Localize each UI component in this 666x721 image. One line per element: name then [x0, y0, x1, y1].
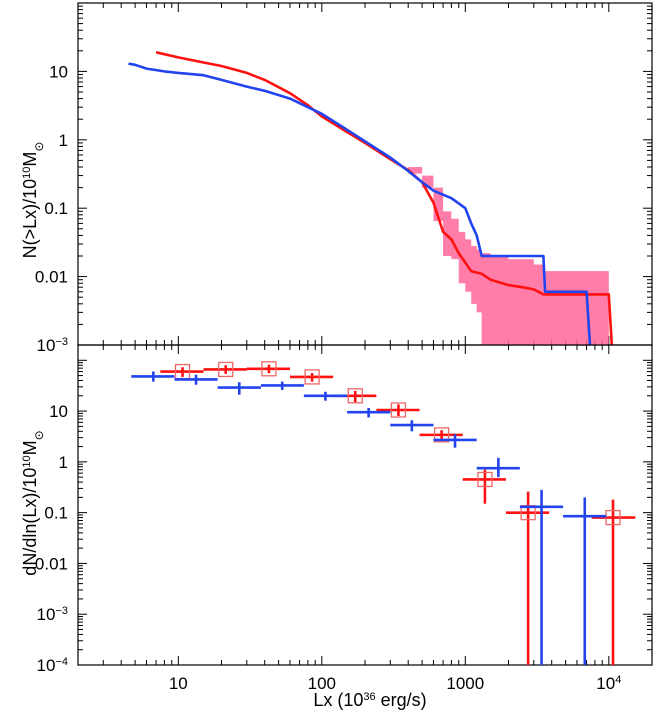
y-tick-label: 0.1 — [44, 199, 68, 218]
top-y-axis-title: N(>Lx)/1010M⊙ — [20, 142, 46, 259]
x-tick-label: 1000 — [446, 674, 484, 693]
data-point-marker — [347, 388, 363, 404]
x-tick-label: 10 — [169, 674, 188, 693]
series-blue — [131, 371, 607, 665]
y-tick-label: 10−3 — [37, 336, 68, 355]
y-tick-label: 10−4 — [37, 656, 68, 675]
data-point-marker — [477, 471, 493, 488]
x-tick-label: 104 — [596, 674, 621, 693]
y-tick-label: 1 — [59, 453, 68, 472]
data-point-marker — [605, 509, 621, 526]
x-tick-label: 100 — [308, 674, 336, 693]
y-tick-label: 0.1 — [44, 504, 68, 523]
plot-frame — [77, 344, 653, 666]
series-line-blue — [128, 62, 592, 346]
series-red — [160, 361, 636, 665]
data-point-marker — [261, 361, 277, 377]
y-tick-label: 1 — [59, 131, 68, 150]
data-point-marker — [304, 369, 320, 385]
data-point-marker — [390, 402, 407, 418]
differential-distribution-panel: 10−4 10−3 0.01 0.1 1 10 10 100 1000 104 — [35, 344, 653, 693]
x-axis-title: Lx (1036 erg/s) — [313, 690, 426, 710]
bottom-y-axis-title: dN/dln(Lx)/1010M⊙ — [20, 430, 46, 575]
cumulative-distribution-panel: 10−3 0.01 0.1 1 10 — [35, 2, 653, 355]
y-tick-label: 10−3 — [37, 605, 68, 624]
y-tick-label: 0.01 — [35, 268, 68, 287]
data-point-marker — [218, 361, 234, 378]
y-tick-label: 0.01 — [35, 554, 68, 573]
y-tick-label: 10 — [49, 402, 68, 421]
y-tick-label: 10 — [49, 62, 68, 81]
series-line-red — [155, 51, 614, 346]
data-point-marker — [433, 427, 450, 443]
